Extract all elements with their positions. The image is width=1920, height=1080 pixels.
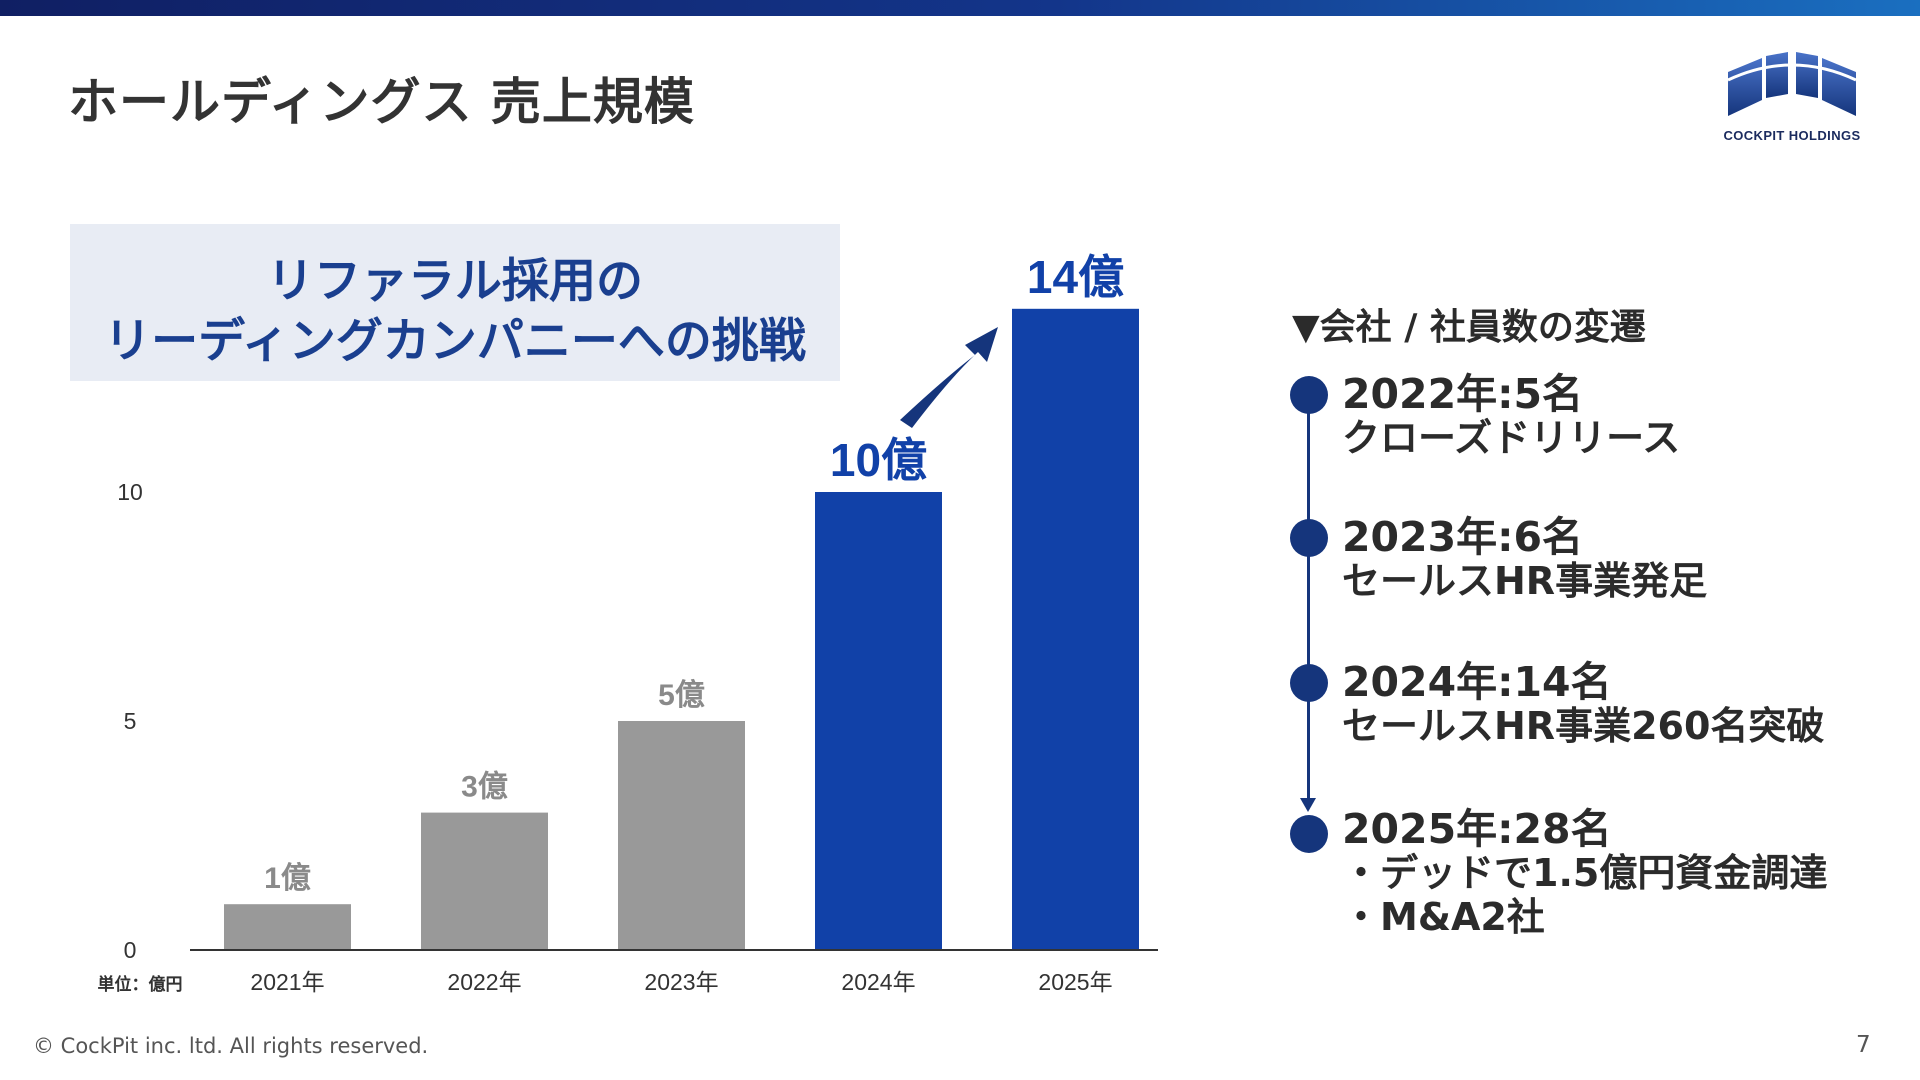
- timeline-dot-icon: [1290, 376, 1328, 414]
- bar-2024年: [815, 492, 942, 950]
- bar-2021年: [224, 904, 351, 950]
- timeline-heading: ▼会社 / 社員数の変遷: [1292, 307, 1646, 348]
- unit-label: 単位：億円: [98, 974, 183, 994]
- timeline-entry-date: 2022年:5名: [1342, 370, 1584, 418]
- bar-value-label: 1億: [264, 862, 311, 895]
- bar-value-label: 5億: [658, 679, 705, 712]
- timeline-entry-text: クローズドリリース: [1342, 416, 1681, 460]
- x-tick-label: 2022年: [447, 969, 521, 995]
- x-tick-label: 2024年: [841, 969, 915, 995]
- y-tick-label: 0: [124, 937, 137, 963]
- growth-arrow-icon: [900, 327, 998, 428]
- timeline-entry-date: 2024年:14名: [1342, 658, 1612, 706]
- timeline-entry-text: セールスHR事業発足: [1342, 559, 1708, 603]
- timeline-entry-2022: 2022年:5名 クローズドリリース: [1342, 372, 1680, 460]
- timeline-dot-icon: [1290, 519, 1328, 557]
- revenue-bar-chart: 1億 2021年 3億 2022年 5億 2023年 10億 2024年 14億 2025年 0 5 1…: [98, 251, 1158, 995]
- cockpit-holdings-logo: COCKPIT HOLDINGS: [1722, 50, 1862, 143]
- x-tick-label: 2023年: [644, 969, 718, 995]
- top-accent-bar: [0, 0, 1920, 16]
- bar-2022年: [421, 812, 548, 950]
- page-number: 7: [1856, 1032, 1871, 1058]
- timeline-line: [1307, 395, 1310, 805]
- x-tick-label: 2025年: [1038, 969, 1112, 995]
- timeline-entry-2023: 2023年:6名 セールスHR事業発足: [1342, 515, 1707, 603]
- x-tick-label: 2021年: [250, 969, 324, 995]
- copyright-text: © CockPit inc. ltd. All rights reserved.: [33, 1034, 429, 1058]
- timeline-entry-text: ・M&A2社: [1342, 895, 1545, 939]
- logo-mark-icon: [1727, 52, 1857, 116]
- bar-value-label: 3億: [461, 771, 508, 804]
- bar-value-label: 10億: [830, 434, 927, 486]
- headline-line-2: リーディングカンパニーへの挑戦: [104, 314, 806, 369]
- headline-box: リファラル採用の リーディングカンパニーへの挑戦: [70, 224, 840, 381]
- y-tick-label: 5: [124, 708, 137, 734]
- timeline-entry-text: セールスHR事業260名突破: [1342, 704, 1825, 748]
- timeline-dot-icon: [1290, 664, 1328, 702]
- timeline-entry-text: ・デッドで1.5億円資金調達: [1342, 851, 1828, 895]
- bar-value-label: 14億: [1027, 251, 1124, 303]
- headline-line-1: リファラル採用の: [267, 254, 643, 309]
- chart-svg: 1億 2021年 3億 2022年 5億 2023年 10億 2024年 14億 2025年 0 5 1…: [98, 251, 1158, 995]
- bar-2025年: [1012, 308, 1139, 950]
- timeline-entry-date: 2025年:28名: [1342, 805, 1612, 853]
- timeline-entry-2024: 2024年:14名 セールスHR事業260名突破: [1342, 660, 1824, 748]
- y-tick-label: 10: [117, 479, 143, 505]
- bar-2023年: [618, 721, 745, 950]
- logo-text: COCKPIT HOLDINGS: [1723, 128, 1861, 143]
- timeline-arrow-icon: [1300, 798, 1316, 812]
- timeline-dot-icon: [1290, 815, 1328, 853]
- timeline-entry-date: 2023年:6名: [1342, 513, 1584, 561]
- page-title: ホールディングス 売上規模: [68, 73, 695, 131]
- timeline-entry-2025: 2025年:28名 ・デッドで1.5億円資金調達 ・M&A2社: [1342, 807, 1827, 939]
